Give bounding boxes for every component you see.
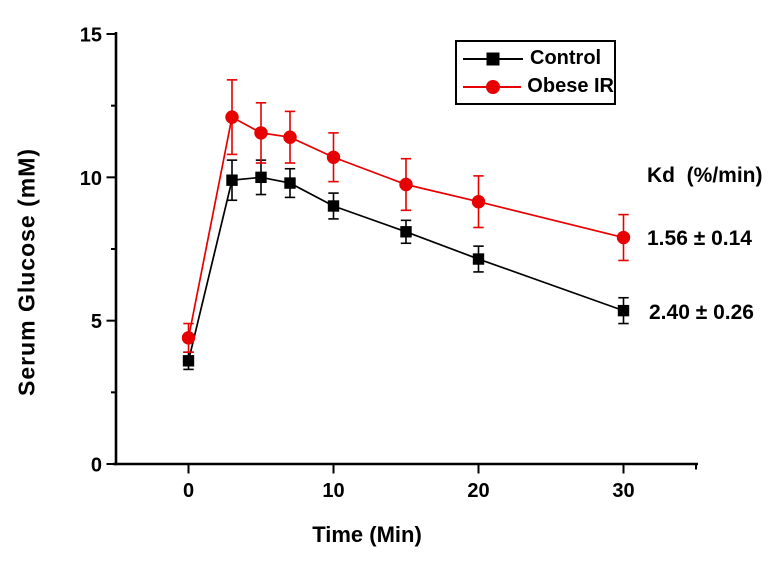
y-tick-label: 15 bbox=[80, 25, 102, 47]
y-axis-title: Serum Glucose (mM) bbox=[13, 147, 40, 397]
legend: Control Obese IR bbox=[455, 40, 616, 105]
kd-header-annotation: Kd (%/min) bbox=[647, 164, 763, 187]
y-tick-label: 10 bbox=[80, 168, 102, 190]
series-obese-ir bbox=[181, 79, 631, 354]
data-point-marker bbox=[284, 177, 296, 189]
data-point-marker bbox=[255, 171, 267, 184]
x-tick-label: 0 bbox=[183, 480, 194, 502]
data-point-marker bbox=[327, 200, 340, 212]
kd-value-obese-ir: 1.56 ± 0.14 bbox=[647, 227, 752, 250]
data-point-marker bbox=[616, 230, 631, 245]
legend-label-obese-ir: Obese IR bbox=[527, 75, 614, 97]
legend-label-control: Control bbox=[530, 47, 602, 69]
x-tick-label: 20 bbox=[467, 480, 489, 502]
data-point-marker bbox=[181, 331, 196, 345]
series-control bbox=[182, 159, 630, 371]
data-point-marker bbox=[182, 355, 195, 367]
data-point-marker bbox=[326, 150, 341, 164]
legend-item-control: Control bbox=[462, 47, 614, 70]
legend-sample-marker bbox=[486, 79, 500, 94]
y-tick-label: 0 bbox=[91, 455, 102, 477]
data-point-marker bbox=[471, 195, 486, 209]
obese-ir-line-marker-sample bbox=[463, 79, 522, 94]
data-point-marker bbox=[226, 174, 238, 186]
data-point-marker bbox=[283, 130, 297, 144]
legend-sample-marker bbox=[486, 52, 500, 65]
data-point-marker bbox=[400, 226, 412, 238]
x-axis-title: Time (Min) bbox=[312, 522, 422, 547]
data-point-marker bbox=[617, 304, 630, 317]
legend-item-obese-ir: Obese IR bbox=[462, 75, 614, 98]
kd-value-control: 2.40 ± 0.26 bbox=[649, 301, 754, 324]
data-point-marker bbox=[472, 253, 485, 265]
y-tick-label: 5 bbox=[91, 311, 102, 333]
data-point-marker bbox=[254, 126, 268, 140]
data-point-marker bbox=[399, 177, 413, 192]
data-point-marker bbox=[225, 110, 239, 124]
x-tick-label: 30 bbox=[612, 480, 634, 502]
axes: 0 10 20 30 0 5 10 15 bbox=[80, 25, 698, 502]
control-line-marker-sample bbox=[463, 52, 523, 65]
x-tick-label: 10 bbox=[322, 480, 344, 502]
